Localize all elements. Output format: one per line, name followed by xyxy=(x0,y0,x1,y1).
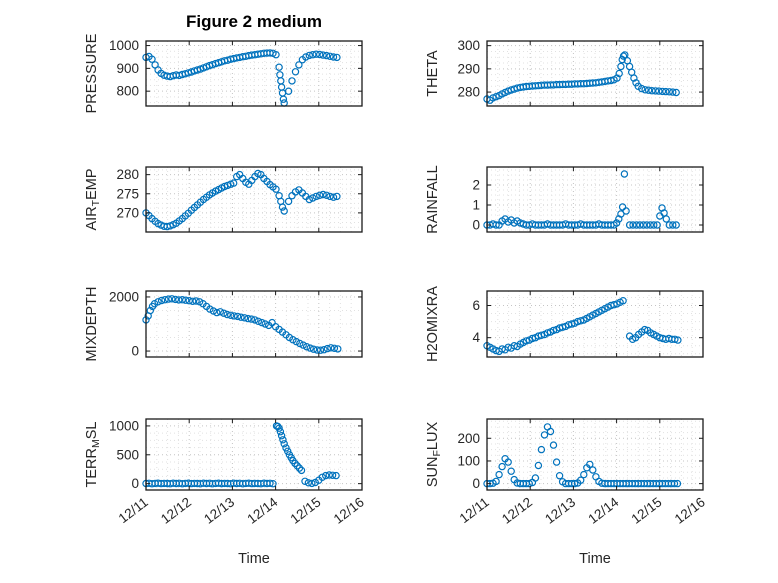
svg-text:6: 6 xyxy=(472,298,480,313)
svg-text:12/14: 12/14 xyxy=(244,494,280,527)
svg-text:200: 200 xyxy=(457,431,480,446)
svg-text:280: 280 xyxy=(457,85,480,100)
svg-text:12/14: 12/14 xyxy=(585,494,621,527)
subplot-terr-msl: 0 500 1000 12/11 12/12 12/13 12/14 12/15 12/16 TE… xyxy=(84,418,367,527)
svg-text:12/16: 12/16 xyxy=(672,494,708,526)
svg-text:AIRTEMP: AIRTEMP xyxy=(84,168,102,230)
svg-text:270: 270 xyxy=(116,205,139,220)
subplot-mixdepth: 0 2000 MIXDEPTH xyxy=(84,287,363,361)
svg-text:12/11: 12/11 xyxy=(116,494,151,526)
svg-text:1000: 1000 xyxy=(109,418,139,433)
x-axis-label-left: Time xyxy=(238,551,270,567)
svg-text:12/16: 12/16 xyxy=(331,494,367,526)
subplot-air-temp: 270 275 280 AIRTEMP xyxy=(84,166,363,233)
svg-text:MIXDEPTH: MIXDEPTH xyxy=(84,287,100,362)
svg-text:H2OMIXRA: H2OMIXRA xyxy=(425,286,441,362)
svg-text:275: 275 xyxy=(116,186,139,201)
svg-text:800: 800 xyxy=(116,84,139,99)
svg-text:RAINFALL: RAINFALL xyxy=(425,165,441,234)
svg-text:300: 300 xyxy=(457,38,480,53)
svg-text:TERRMSL: TERRMSL xyxy=(84,422,102,488)
subplot-theta: 280 290 300 THETA xyxy=(425,38,704,107)
svg-text:12/13: 12/13 xyxy=(542,494,578,526)
subplot-sun-flux: 0 100 200 12/11 12/12 12/13 12/14 12/15 12/16 SUN… xyxy=(425,418,708,527)
svg-text:12/12: 12/12 xyxy=(499,494,535,526)
svg-text:THETA: THETA xyxy=(425,50,441,97)
svg-text:12/15: 12/15 xyxy=(629,494,665,526)
svg-text:100: 100 xyxy=(457,453,480,468)
svg-text:2: 2 xyxy=(472,178,480,193)
svg-text:12/15: 12/15 xyxy=(288,494,324,526)
svg-text:290: 290 xyxy=(457,61,480,76)
svg-text:0: 0 xyxy=(131,344,139,359)
subplot-h2omixra: 4 6 H2OMIXRA xyxy=(425,286,704,362)
svg-text:12/12: 12/12 xyxy=(158,494,194,526)
svg-text:0: 0 xyxy=(472,218,480,233)
svg-text:SUNFLUX: SUNFLUX xyxy=(425,422,443,488)
x-axis-label-right: Time xyxy=(579,551,611,567)
svg-text:12/11: 12/11 xyxy=(457,494,492,526)
svg-text:12/13: 12/13 xyxy=(201,494,237,526)
svg-text:280: 280 xyxy=(116,167,139,182)
svg-text:0: 0 xyxy=(131,476,139,491)
svg-text:4: 4 xyxy=(472,330,480,345)
subplot-pressure: 800 900 1000 PRESSURE xyxy=(84,33,363,113)
svg-text:0: 0 xyxy=(472,476,480,491)
figure-title: Figure 2 medium xyxy=(185,12,323,31)
svg-text:PRESSURE: PRESSURE xyxy=(84,33,100,113)
svg-text:1000: 1000 xyxy=(109,38,139,53)
svg-text:1: 1 xyxy=(472,198,480,213)
svg-text:2000: 2000 xyxy=(109,289,139,304)
svg-text:900: 900 xyxy=(116,61,139,76)
subplot-rainfall: 0 1 2 RAINFALL xyxy=(425,165,704,234)
svg-text:500: 500 xyxy=(116,447,139,462)
